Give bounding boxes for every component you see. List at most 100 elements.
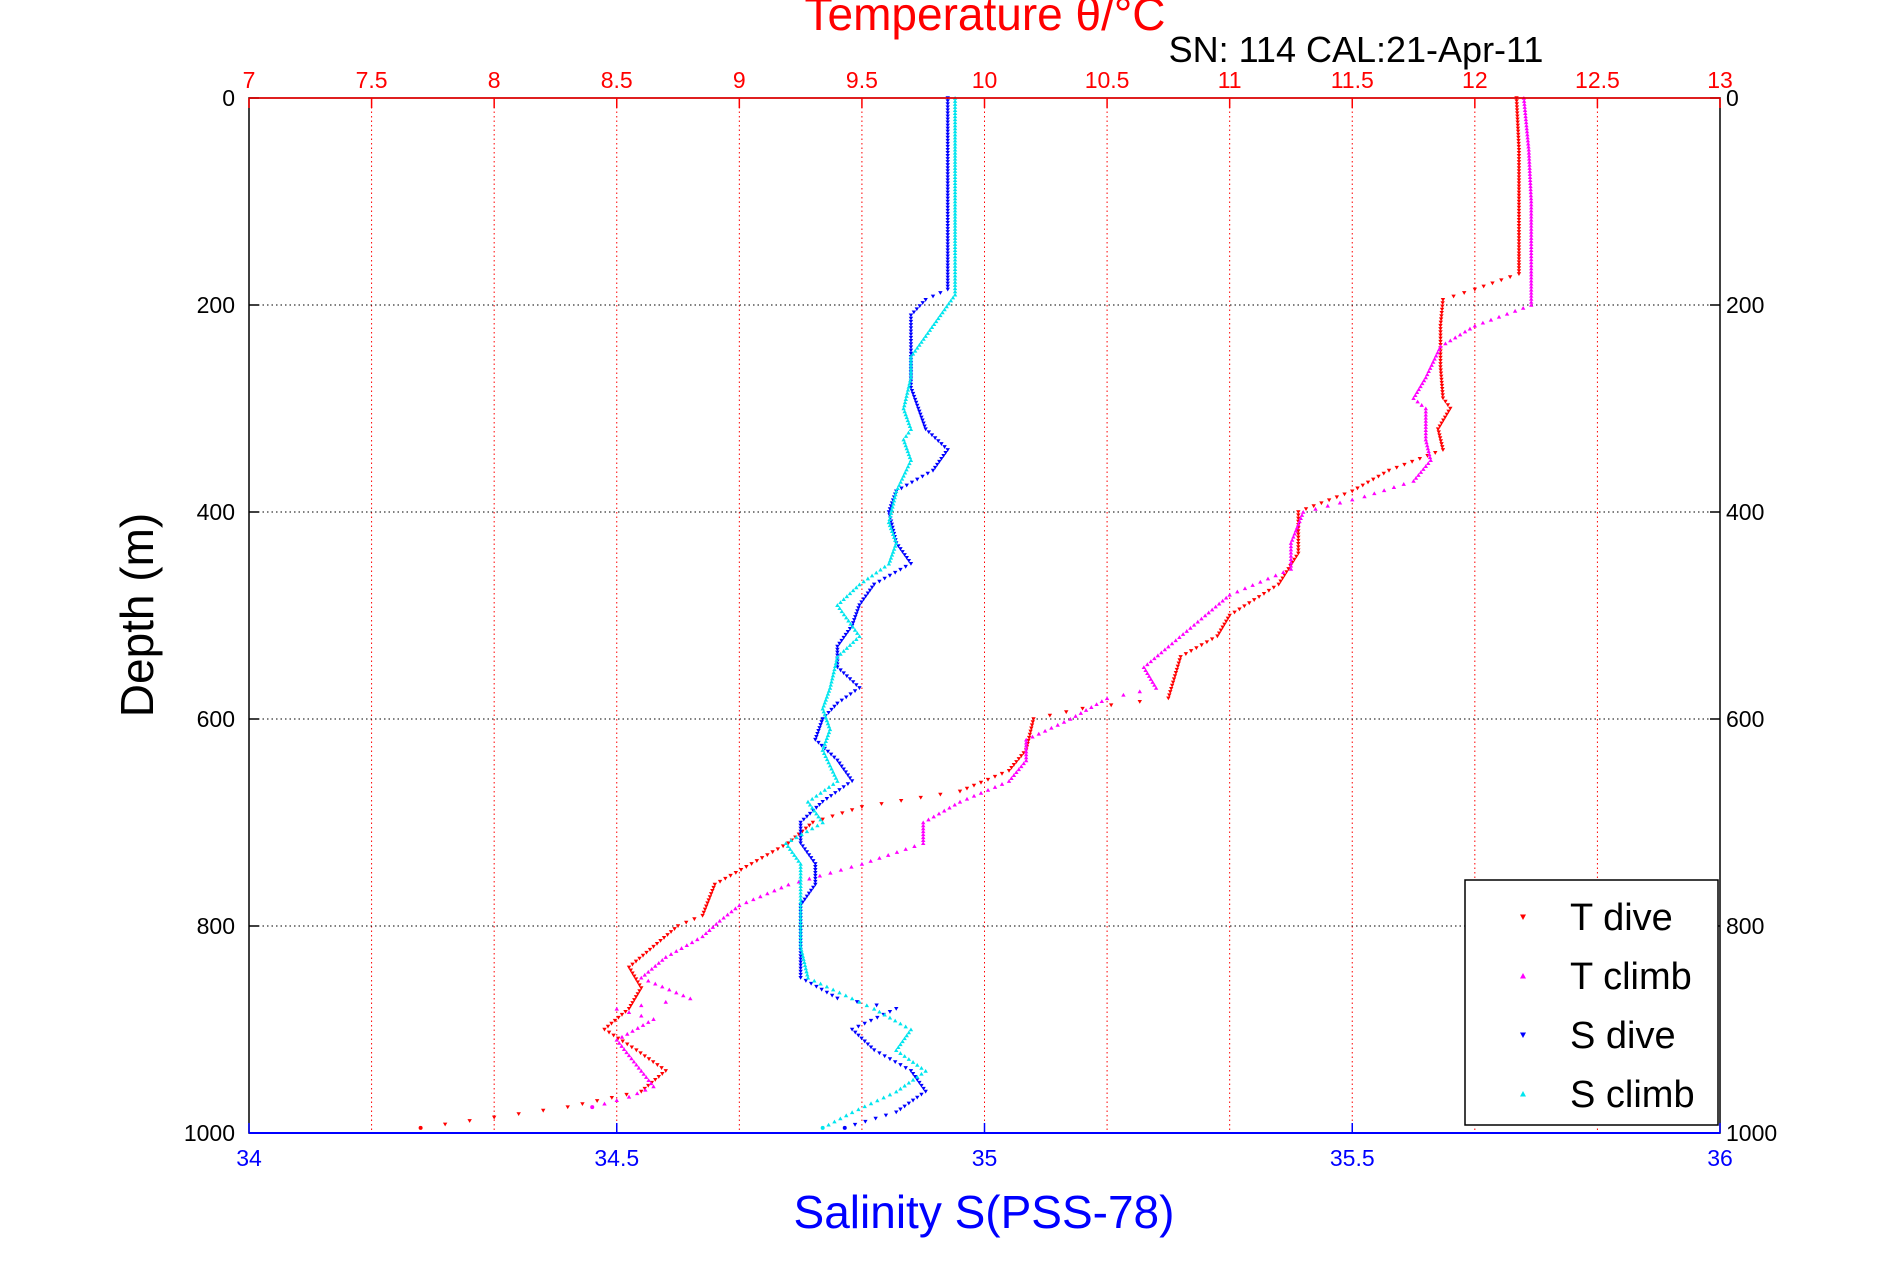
data-point (775, 847, 781, 852)
data-point (660, 958, 665, 962)
data-point (859, 1036, 864, 1041)
data-point (712, 882, 718, 887)
data-point (1516, 211, 1522, 216)
data-point (1523, 120, 1529, 125)
data-point (945, 257, 950, 262)
data-point (1448, 406, 1453, 411)
data-point (868, 858, 873, 863)
data-point (804, 850, 810, 855)
data-point (1507, 275, 1513, 280)
data-point (1023, 749, 1029, 754)
data-point (859, 600, 864, 605)
legend-label-t-dive: T dive (1570, 897, 1673, 939)
data-point (1525, 132, 1530, 137)
data-point (936, 439, 941, 444)
data-point (952, 141, 958, 146)
data-point (1176, 661, 1181, 666)
data-point (945, 269, 950, 274)
data-point (639, 1013, 644, 1018)
data-point (857, 582, 862, 587)
data-point (898, 798, 904, 803)
data-point (1439, 374, 1444, 379)
data-point (835, 654, 840, 659)
data-point (952, 267, 958, 271)
data-point (945, 242, 950, 247)
data-point (849, 996, 855, 1001)
data-point (945, 275, 950, 280)
data-point (886, 520, 892, 525)
data-point (1416, 387, 1421, 392)
data-point (838, 867, 844, 872)
data-point (1440, 445, 1445, 449)
data-point (1256, 595, 1262, 599)
data-point (1437, 424, 1443, 429)
data-point (952, 226, 958, 231)
data-point (824, 984, 830, 989)
data-point (935, 462, 940, 467)
data-point (821, 703, 826, 708)
data-point (808, 856, 814, 860)
data-point (703, 931, 709, 936)
data-point (905, 449, 910, 454)
data-point (904, 556, 909, 560)
data-point (1016, 767, 1022, 772)
data-point (1296, 516, 1301, 521)
data-point (1429, 363, 1434, 367)
data-point (623, 1009, 628, 1014)
data-point (798, 954, 803, 959)
data-point (887, 523, 893, 528)
data-point (826, 730, 832, 735)
data-point (861, 597, 866, 602)
data-point (824, 718, 830, 723)
data-point (1417, 456, 1423, 461)
data-point (819, 743, 824, 748)
data-point (921, 829, 926, 834)
data-point (640, 953, 646, 958)
data-point (665, 933, 670, 937)
data-point (1515, 120, 1520, 125)
data-point (1462, 291, 1467, 295)
data-point (821, 751, 827, 755)
data-point (869, 585, 875, 590)
data-point (642, 1054, 647, 1059)
data-point (829, 993, 835, 998)
data-point (639, 1003, 644, 1008)
data-point (945, 172, 950, 177)
data-point (1522, 102, 1527, 106)
data-point (1438, 358, 1443, 363)
data-point (840, 811, 845, 816)
data-point (1258, 579, 1263, 584)
data-point (918, 412, 923, 417)
data-point (1220, 598, 1225, 603)
data-point (887, 1057, 893, 1062)
data-point (1516, 172, 1522, 177)
data-point (827, 763, 833, 768)
data-point (1288, 544, 1294, 549)
data-point (908, 375, 914, 380)
data-point (1360, 483, 1365, 488)
data-point (1516, 199, 1522, 204)
data-point (1442, 415, 1448, 420)
data-point (813, 876, 818, 881)
data-point (919, 415, 924, 420)
data-point (1137, 699, 1142, 704)
data-point (1529, 229, 1534, 234)
data-point (1529, 202, 1534, 207)
data-point (1237, 607, 1242, 612)
data-point (798, 865, 803, 869)
data-point (834, 658, 839, 662)
data-point (1152, 682, 1157, 687)
data-point (798, 931, 803, 936)
data-point (786, 882, 791, 887)
data-point (901, 473, 906, 478)
data-point (933, 319, 939, 324)
data-point (814, 984, 819, 989)
data-point (1488, 317, 1494, 322)
data-point (813, 882, 818, 887)
data-point (952, 211, 958, 216)
data-point (668, 952, 674, 956)
right-axis-tick-label: 0 (1726, 85, 1739, 111)
data-point (1171, 677, 1177, 682)
data-point (798, 909, 803, 914)
data-point (931, 322, 937, 327)
